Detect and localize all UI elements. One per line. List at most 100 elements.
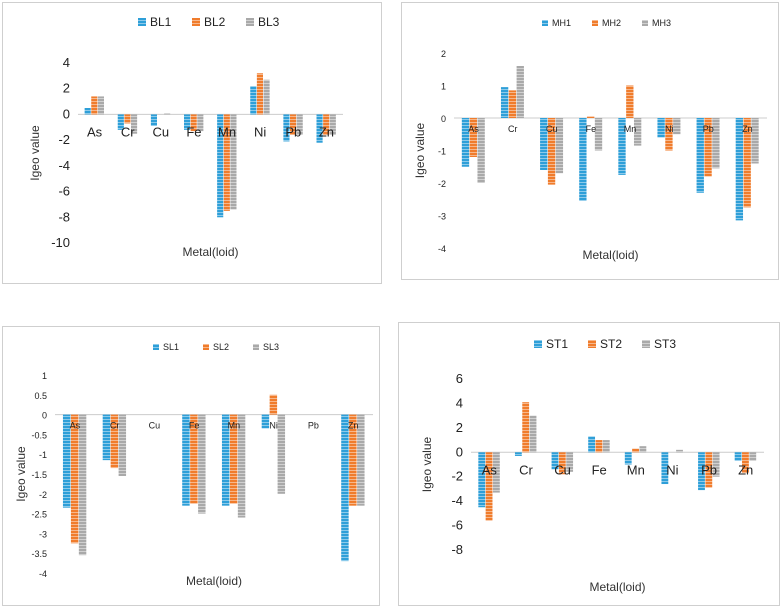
bar-bl1-cu — [150, 114, 157, 126]
bar-sl3-fe — [198, 414, 206, 514]
bar-sl2-mn — [229, 414, 238, 504]
bar-mh2-cr — [508, 90, 517, 118]
legend-label-mh1: MH1 — [552, 18, 571, 28]
bar-sl1-zn — [341, 414, 349, 562]
chart-panel-sl: SL1 SL2 SL3 1 0.5 0 -0.5 -1 -1.5 -2 -2.5 -3 -3.5 -4 As… — [2, 326, 380, 606]
bar-bl1-mn — [217, 114, 224, 218]
y-tick-label: -4 — [58, 158, 70, 173]
bar-mh2-zn — [743, 118, 751, 208]
legend-swatch-st1 — [534, 340, 542, 348]
bar-st1-as — [478, 452, 486, 508]
bar-bl1-pb — [283, 114, 290, 142]
category-label-mn: Mn — [228, 421, 241, 431]
bar-st3-mn — [639, 446, 647, 453]
bar-mh3-as — [477, 118, 485, 183]
category-label-pb: Pb — [701, 462, 717, 477]
bar-mh1-fe — [579, 118, 587, 201]
bar-bl2-cr — [124, 114, 131, 124]
legend-swatch-mh2 — [592, 20, 598, 26]
chart-bl-svg: BL1 BL2 BL3 4 2 0 -2 -4 -6 -8 -10 As Cr Cu Fe Mn Ni Pb Zn I… — [28, 15, 343, 259]
bar-bl2-zn — [323, 114, 330, 135]
y-tick-label: -3 — [39, 529, 47, 539]
y-tick-label: 0.5 — [34, 391, 47, 401]
bar-mh2-mn — [626, 85, 634, 118]
legend-label-st2: ST2 — [600, 337, 622, 351]
bar-bl1-ni — [250, 86, 257, 115]
bar-bl3-pb — [296, 114, 303, 135]
bar-st1-fe — [588, 436, 596, 453]
category-label-zn: Zn — [742, 124, 753, 134]
bar-mh2-fe — [587, 116, 595, 118]
bar-mh3-zn — [751, 118, 759, 164]
bar-st3-as — [492, 452, 500, 493]
bar-st3-zn — [749, 452, 757, 461]
category-label-as: As — [482, 462, 498, 477]
category-label-cr: Cr — [519, 462, 533, 477]
x-axis-title: Metal(loid) — [589, 580, 645, 594]
y-tick-label: -2 — [438, 179, 446, 189]
y-tick-label: 0 — [42, 411, 47, 421]
legend-label-mh2: MH2 — [602, 18, 621, 28]
bar-bl3-mn — [230, 114, 237, 210]
category-label-as: As — [468, 124, 479, 134]
y-axis-title: Igeo value — [28, 125, 42, 181]
bar-sl3-zn — [357, 414, 365, 506]
bar-sl1-mn — [221, 414, 230, 506]
y-tick-label: -10 — [51, 235, 70, 250]
legend-swatch-mh3 — [642, 20, 648, 26]
legend-label-bl3: BL3 — [258, 15, 280, 29]
y-tick-label: -3 — [438, 212, 446, 222]
y-tick-label: -8 — [58, 209, 70, 224]
chart-panel-st: ST1 ST2 ST3 6 4 2 0 -2 -4 -6 -8 As Cr Cu Fe Mn Ni Pb Zn Ige… — [398, 322, 780, 606]
category-label-cu: Cu — [554, 462, 571, 477]
category-label-pb: Pb — [308, 421, 319, 431]
bar-sl2-ni — [269, 394, 278, 415]
y-tick-label: 0 — [63, 106, 70, 121]
y-tick-label: -4 — [39, 569, 47, 579]
category-label-mn: Mn — [624, 124, 637, 134]
legend-swatch-sl1 — [153, 344, 159, 350]
bar-bl1-as — [84, 108, 91, 115]
category-label-cr: Cr — [508, 124, 518, 134]
y-tick-label: -6 — [451, 518, 463, 533]
y-tick-label: -2 — [39, 490, 47, 500]
category-label-as: As — [87, 124, 103, 139]
bar-bl1-zn — [316, 114, 323, 143]
y-tick-label: -1 — [39, 450, 47, 460]
legend-label-mh3: MH3 — [652, 18, 671, 28]
bar-sl3-ni — [277, 414, 286, 494]
y-tick-label: 2 — [456, 420, 463, 435]
bar-bl3-cu — [164, 113, 171, 115]
y-tick-label: -4 — [451, 493, 463, 508]
category-label-zn: Zn — [738, 462, 753, 477]
bar-bl3-as — [97, 96, 104, 115]
x-axis-title: Metal(loid) — [186, 574, 242, 588]
bar-mh1-cr — [500, 87, 509, 118]
bar-mh3-mn — [633, 118, 642, 146]
bar-sl2-cr — [110, 414, 119, 469]
bar-st2-mn — [632, 448, 639, 453]
bar-mh3-ni — [673, 118, 681, 135]
bar-st2-as — [485, 452, 493, 521]
category-label-cr: Cr — [110, 421, 120, 431]
bar-bl2-mn — [223, 114, 230, 211]
category-label-pb: Pb — [703, 124, 714, 134]
bar-bl2-ni — [256, 73, 263, 115]
category-label-ni: Ni — [269, 421, 278, 431]
bar-bl1-fe — [184, 114, 191, 130]
legend-swatch-bl3 — [246, 18, 254, 26]
y-tick-label: -4 — [438, 244, 446, 254]
bar-bl1-cr — [117, 114, 124, 130]
y-tick-label: -2.5 — [31, 510, 47, 520]
category-label-fe: Fe — [586, 124, 597, 134]
bar-st1-mn — [624, 452, 632, 465]
category-label-zn: Zn — [348, 421, 359, 431]
bar-sl1-ni — [261, 414, 270, 429]
bar-bl3-fe — [197, 114, 204, 132]
bar-mh1-pb — [696, 118, 704, 193]
legend-label-st3: ST3 — [654, 337, 676, 351]
bar-mh3-cu — [555, 118, 564, 174]
bar-mh1-ni — [657, 118, 665, 138]
chart-mh-svg: MH1 MH2 MH3 2 1 0 -1 -2 -3 -4 As Cr Cu Fe Mn Ni Pb Zn Igeo… — [413, 18, 767, 262]
x-axis-title: Metal(loid) — [582, 248, 638, 262]
